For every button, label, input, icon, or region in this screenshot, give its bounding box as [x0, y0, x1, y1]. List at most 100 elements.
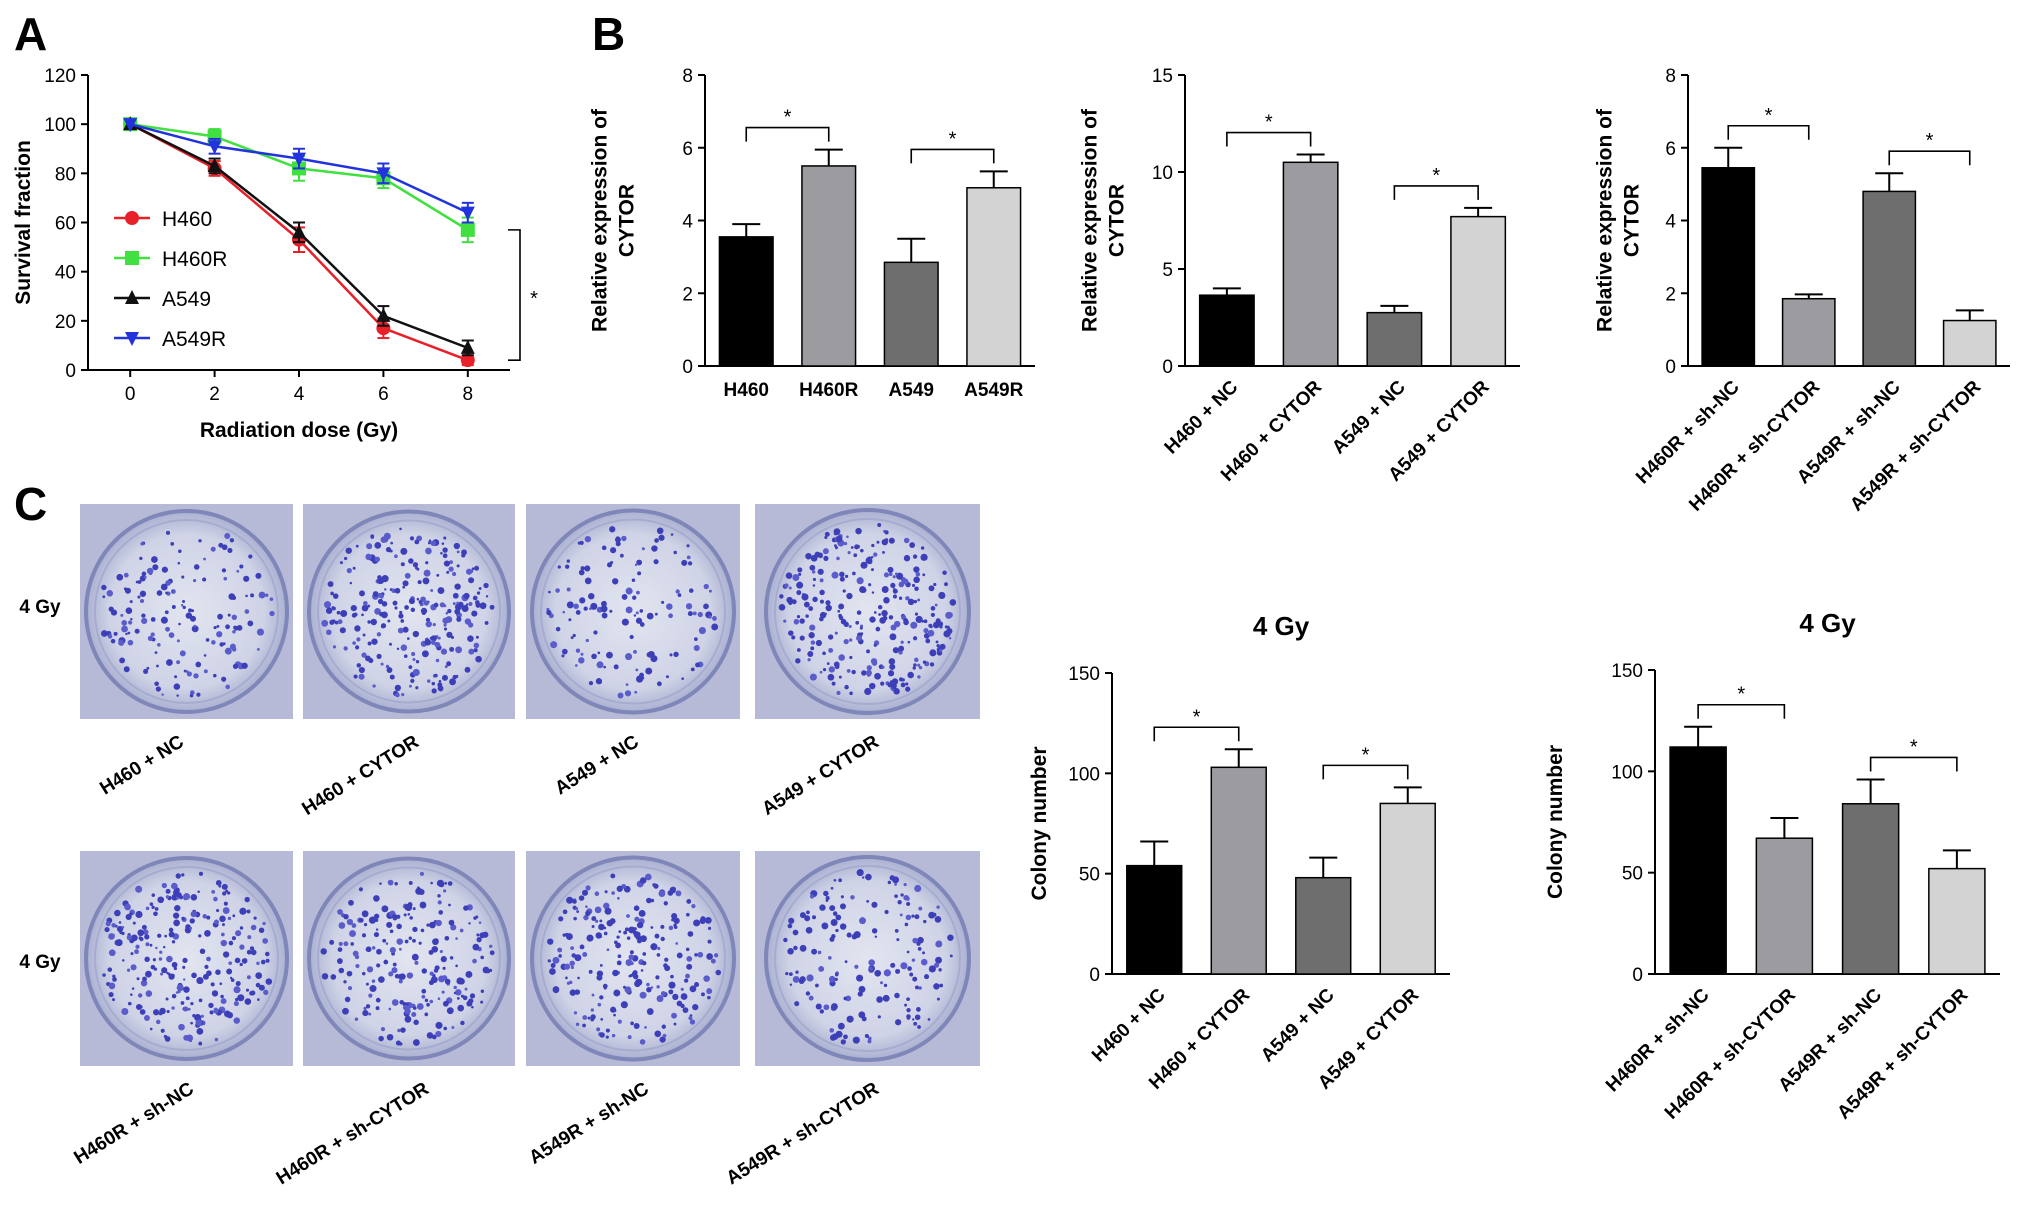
colony-dot	[573, 1011, 578, 1015]
colony-dot	[842, 589, 846, 593]
bar	[1210, 766, 1267, 975]
colony-dot	[849, 638, 853, 642]
colony-dot	[213, 626, 217, 630]
bar	[1781, 297, 1836, 367]
colony-dot	[355, 544, 359, 548]
colony-dot	[634, 916, 640, 922]
colony-dot	[176, 660, 181, 665]
colony-dot	[687, 611, 693, 617]
colony-dot	[848, 625, 852, 629]
colony-dot	[239, 907, 247, 915]
colony-dot	[170, 541, 175, 546]
colony-dot	[870, 555, 874, 559]
colony-dot	[913, 663, 917, 667]
colony-dot	[472, 943, 480, 951]
colony-dot	[597, 1002, 602, 1007]
colony-dot	[474, 565, 480, 571]
colony-dot	[348, 899, 354, 906]
colony-dot	[165, 591, 168, 595]
colony-dot	[892, 876, 900, 884]
colony-dot	[878, 613, 881, 616]
significance-bracket	[1727, 124, 1810, 140]
colony-dot	[785, 572, 793, 579]
bar	[1669, 746, 1727, 975]
colony-dot	[825, 600, 831, 606]
colony-dot	[661, 600, 665, 604]
colony-dot	[585, 910, 591, 917]
colony-dot	[911, 583, 916, 588]
colony-dot	[903, 537, 910, 544]
plate-rim	[317, 866, 501, 1051]
colony-dot	[867, 1039, 872, 1044]
colony-dot	[191, 609, 195, 613]
colony-dot	[686, 956, 693, 962]
colony-dot	[437, 997, 441, 1000]
colony-dot	[711, 623, 719, 631]
colony-dot	[920, 546, 925, 550]
colony-dot	[232, 629, 236, 634]
colony-dot	[178, 1023, 185, 1031]
colony-dot	[570, 636, 574, 640]
colony-dot	[825, 604, 832, 612]
colony-dot	[464, 987, 468, 991]
colony-dot	[937, 621, 944, 627]
panel-label-a: A	[14, 8, 47, 60]
colony-dot	[917, 947, 922, 951]
colony-dot	[239, 944, 245, 950]
colony-dot	[151, 905, 155, 909]
colony-dot	[664, 965, 671, 972]
colony-dot	[703, 603, 709, 610]
colony-dot	[818, 965, 825, 972]
colony-dot	[625, 606, 633, 614]
colony-dot	[351, 923, 357, 928]
colony-dot	[860, 561, 868, 569]
colony-dot	[392, 962, 397, 967]
colony-dot	[632, 970, 638, 976]
colony-dot	[557, 565, 561, 569]
colony-dot	[107, 967, 113, 972]
colony-dot	[681, 677, 684, 680]
colony-dot	[596, 974, 603, 981]
x-tick-label: 6	[378, 384, 389, 405]
colony-dot	[787, 923, 793, 929]
colony-dot	[823, 890, 829, 897]
colony-dot	[871, 543, 875, 548]
colony-dot	[823, 555, 829, 561]
colony-dot	[925, 638, 931, 644]
colony-dot	[379, 594, 384, 599]
colony-dot	[198, 1041, 203, 1046]
colony-dot	[416, 1003, 424, 1010]
colony-dot	[219, 982, 223, 986]
colony-dot	[561, 654, 565, 658]
colony-dot	[250, 593, 255, 598]
colony-dot	[394, 882, 398, 886]
colony-dot	[349, 581, 353, 585]
colony-dot	[906, 950, 910, 954]
colony-dot	[939, 643, 946, 650]
colony-dot	[398, 979, 403, 984]
colony-dot	[658, 890, 666, 898]
colony-dot	[708, 589, 712, 593]
colony-dot	[580, 652, 584, 656]
significance-bracket	[910, 148, 995, 164]
colony-dot	[805, 926, 813, 934]
colony-dot	[246, 975, 251, 980]
colony-dot	[391, 999, 399, 1006]
colony-dot	[181, 873, 185, 877]
colony-dot	[809, 673, 817, 681]
colony-dot	[446, 1007, 454, 1015]
colony-dot	[425, 561, 429, 565]
colony-dot	[386, 667, 393, 674]
colony-dot	[656, 681, 662, 687]
colony-dot	[666, 603, 673, 610]
colony-dot	[599, 1032, 605, 1038]
colony-dot	[160, 972, 164, 976]
data-point	[376, 321, 391, 336]
colony-dot	[819, 904, 826, 911]
colony-dot	[912, 937, 918, 944]
colony-dot	[190, 1021, 193, 1025]
y-tick-label: 40	[55, 263, 76, 284]
colony-dot	[935, 940, 943, 948]
